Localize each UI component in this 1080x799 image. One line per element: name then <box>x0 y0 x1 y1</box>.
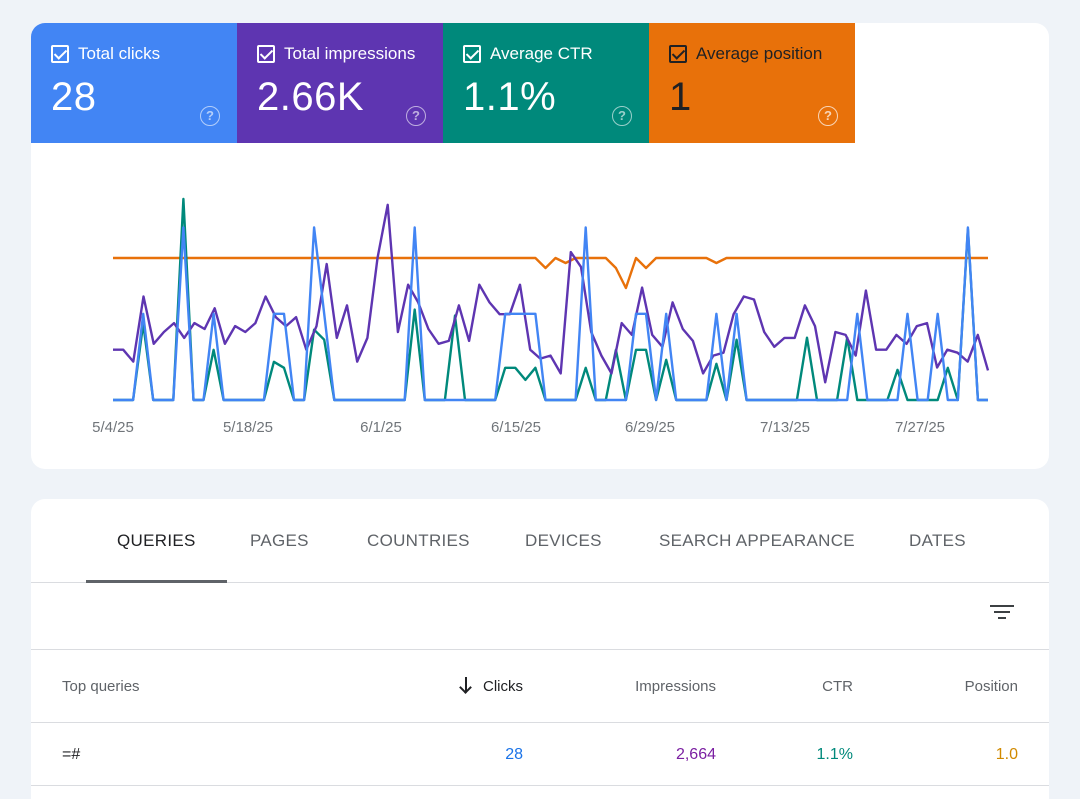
checkbox-checked-icon[interactable] <box>257 45 275 63</box>
header-ctr[interactable]: CTR <box>822 678 853 695</box>
metric-average-position[interactable]: Average position 1 ? <box>649 23 855 143</box>
x-axis-ticks: 5/4/25 5/18/25 6/1/25 6/15/25 6/29/25 7/13/25… <box>92 419 945 436</box>
help-icon[interactable]: ? <box>406 106 426 126</box>
x-tick-label: 7/27/25 <box>895 419 945 436</box>
tab-search-appearance[interactable]: SEARCH APPEARANCE <box>659 531 855 550</box>
help-icon[interactable]: ? <box>200 106 220 126</box>
cell-position: 1.0 <box>995 746 1018 763</box>
table-row[interactable]: =# 28 2,664 1.1% 1.0 <box>31 723 1049 786</box>
filter-icon[interactable] <box>989 601 1015 625</box>
metric-total-impressions[interactable]: Total impressions 2.66K ? <box>237 23 443 143</box>
chart-series <box>113 197 990 402</box>
header-top-queries[interactable]: Top queries <box>62 678 140 695</box>
metric-label: Total impressions <box>284 44 416 63</box>
metric-label: Average position <box>696 44 823 63</box>
report-table-card: QUERIES PAGES COUNTRIES DEVICES SEARCH A… <box>31 499 1049 799</box>
help-icon[interactable]: ? <box>818 106 838 126</box>
report-tabs: QUERIES PAGES COUNTRIES DEVICES SEARCH A… <box>31 499 1049 583</box>
tab-countries[interactable]: COUNTRIES <box>367 531 470 550</box>
series-line-average-ctr <box>113 197 988 402</box>
header-clicks[interactable]: Clicks <box>459 650 523 723</box>
tab-devices[interactable]: DEVICES <box>525 531 602 550</box>
header-clicks-label: Clicks <box>483 678 523 695</box>
metric-value: 2.66K <box>257 75 365 119</box>
x-tick-label: 5/4/25 <box>92 419 134 436</box>
x-tick-label: 5/18/25 <box>223 419 273 436</box>
series-line-average-position <box>113 256 988 290</box>
metric-value: 1.1% <box>463 75 557 119</box>
checkbox-checked-icon[interactable] <box>463 45 481 63</box>
table-header: Top queries Clicks Impressions CTR Posit… <box>31 650 1049 723</box>
series-line-total-impressions <box>113 203 990 384</box>
metric-label: Total clicks <box>78 44 161 63</box>
metric-value: 1 <box>669 75 692 119</box>
cell-clicks: 28 <box>505 746 523 763</box>
filter-row <box>31 583 1049 650</box>
x-tick-label: 6/29/25 <box>625 419 675 436</box>
tab-pages[interactable]: PAGES <box>250 531 309 550</box>
performance-line-chart[interactable]: 5/4/25 5/18/25 6/1/25 6/15/25 6/29/25 7/13/25… <box>31 143 1049 469</box>
performance-card: Total clicks 28 ? Total impressions 2.66… <box>31 23 1049 469</box>
tab-dates[interactable]: DATES <box>909 531 966 550</box>
cell-impressions: 2,664 <box>675 746 716 763</box>
help-icon[interactable]: ? <box>612 106 632 126</box>
metric-label: Average CTR <box>490 44 593 63</box>
cell-query[interactable]: =# <box>62 746 81 763</box>
x-tick-label: 7/13/25 <box>760 419 810 436</box>
cell-ctr: 1.1% <box>816 746 853 763</box>
x-tick-label: 6/15/25 <box>491 419 541 436</box>
checkbox-checked-icon[interactable] <box>51 45 69 63</box>
x-tick-label: 6/1/25 <box>360 419 402 436</box>
metric-average-ctr[interactable]: Average CTR 1.1% ? <box>443 23 649 143</box>
metric-tiles: Total clicks 28 ? Total impressions 2.66… <box>31 23 855 143</box>
header-position[interactable]: Position <box>964 678 1018 695</box>
header-impressions[interactable]: Impressions <box>635 678 716 695</box>
sort-down-arrow-icon <box>459 677 473 693</box>
metric-total-clicks[interactable]: Total clicks 28 ? <box>31 23 237 143</box>
tab-queries[interactable]: QUERIES <box>86 499 227 583</box>
series-line-total-clicks <box>113 226 988 402</box>
metric-value: 28 <box>51 75 97 119</box>
checkbox-checked-icon[interactable] <box>669 45 687 63</box>
